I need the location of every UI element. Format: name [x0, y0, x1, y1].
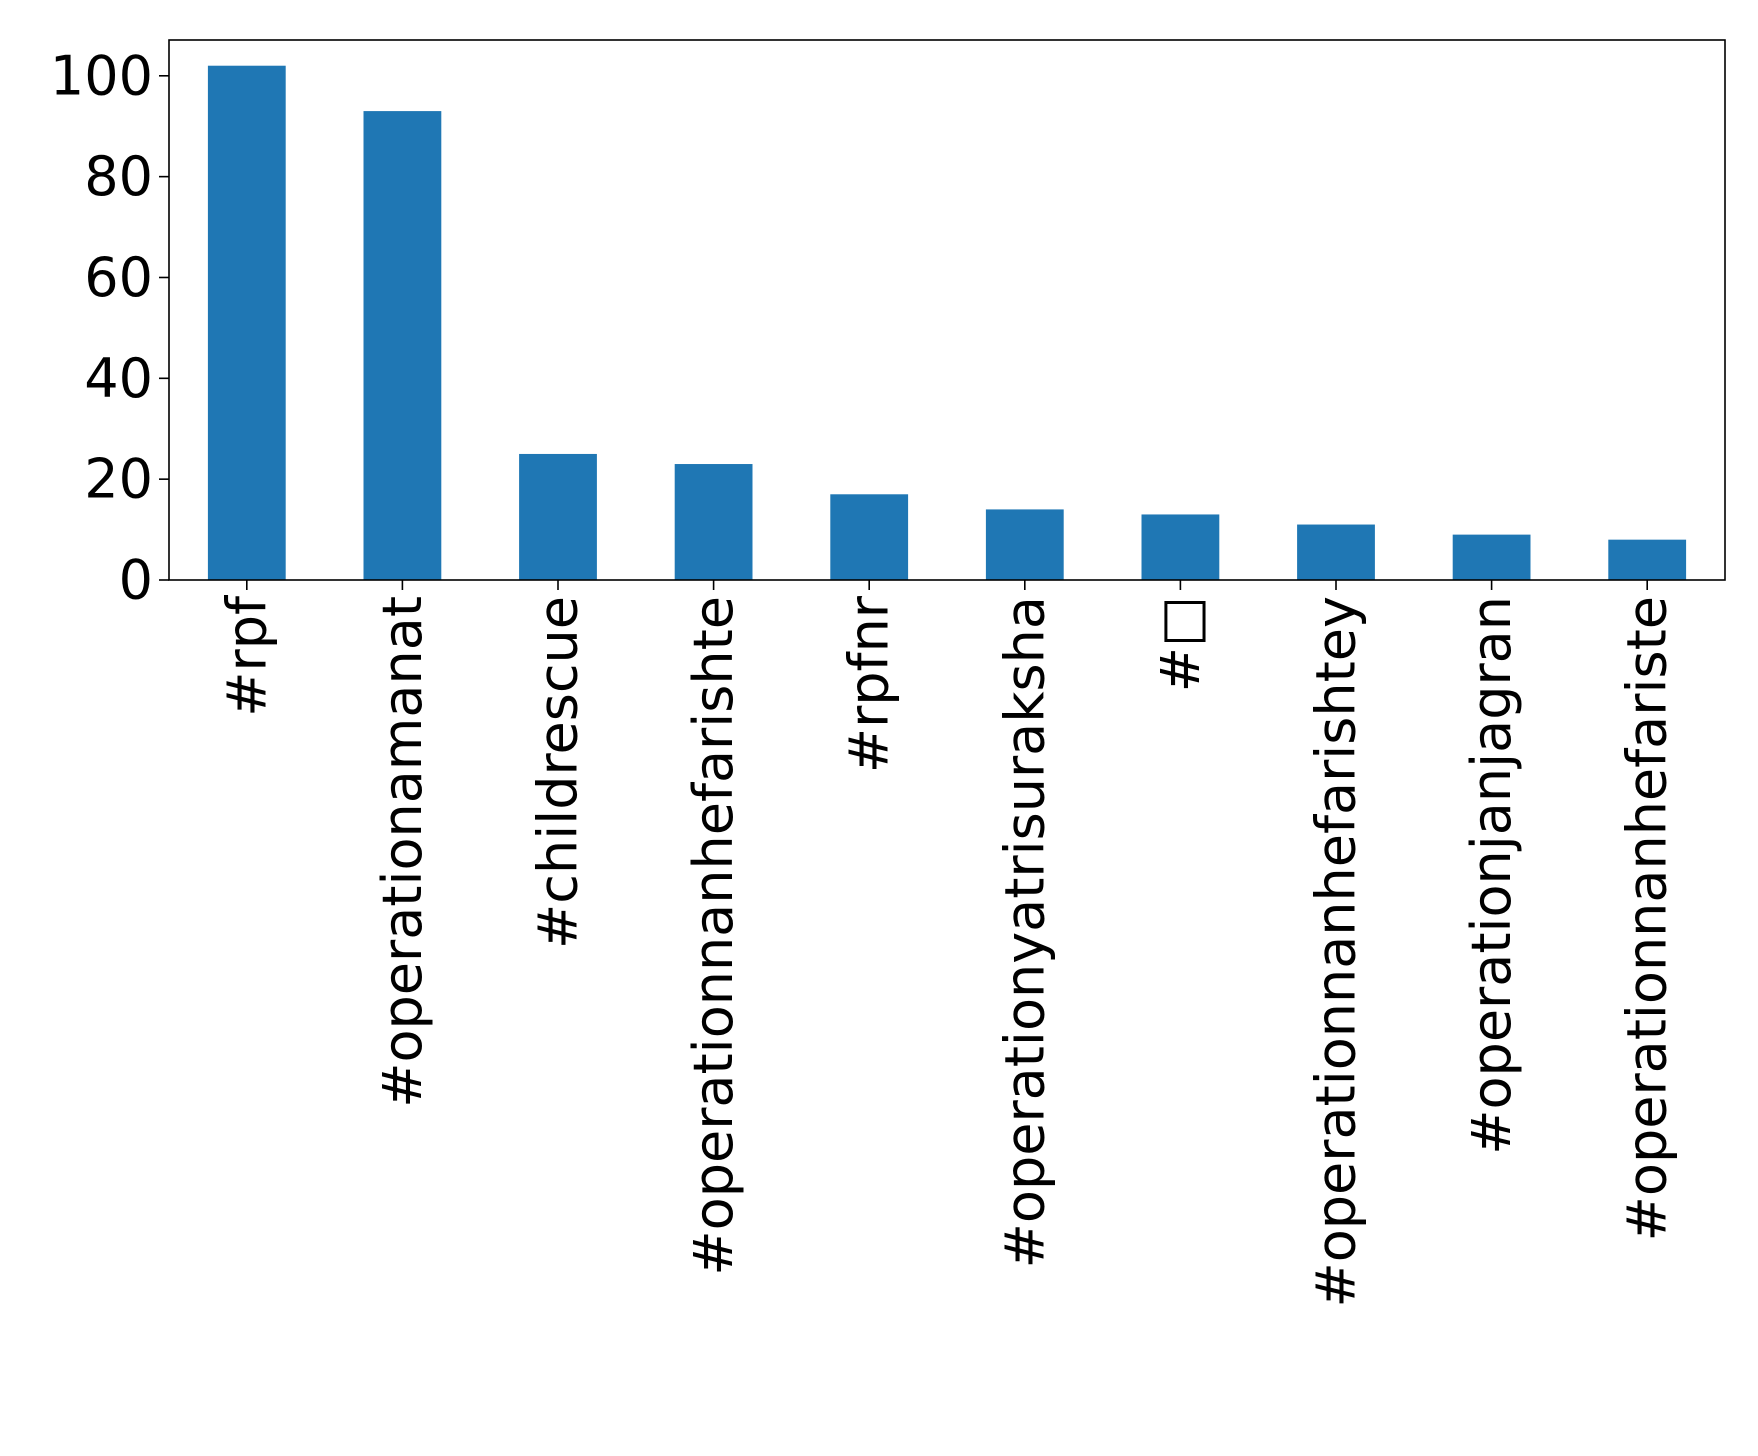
x-tick-label: #rpf: [215, 594, 278, 717]
bar-9: [1608, 539, 1687, 580]
x-tick-label: #operationyatrisuraksha: [993, 596, 1056, 1268]
bar-6: [1141, 514, 1220, 580]
y-tick-label: 0: [119, 549, 153, 612]
bar-3: [674, 464, 753, 580]
y-axis: 0 20 40 60 80 100: [50, 44, 169, 612]
x-axis: #rpf #operationamanat #childrescue #operati…: [215, 580, 1679, 1308]
x-tick-label: #operationamanat: [371, 596, 434, 1108]
x-tick-label: #childrescue: [527, 596, 590, 949]
bar-4: [830, 494, 909, 580]
bar-7: [1297, 524, 1375, 580]
bar-8: [1452, 534, 1531, 580]
bar-2: [519, 453, 597, 580]
y-tick-label: 100: [50, 44, 153, 107]
y-tick-label: 80: [84, 145, 153, 208]
bar-5: [985, 509, 1064, 580]
bar-1: [363, 111, 442, 580]
y-tick-label: 60: [84, 246, 153, 309]
x-tick-label: #operationnanhefarishte: [682, 596, 745, 1276]
bar-0: [207, 65, 286, 580]
bars-layer: [207, 65, 1687, 580]
x-tick-label: #□: [1149, 596, 1212, 692]
x-tick-label: #operationnanhefariste: [1616, 596, 1679, 1241]
x-tick-label: #operationnanhefarishtey: [1305, 596, 1368, 1308]
y-tick-label: 40: [84, 347, 153, 410]
plot-frame: [168, 39, 1726, 581]
x-tick-label: #operationjanjagran: [1460, 596, 1523, 1155]
y-tick-label: 20: [84, 448, 153, 511]
x-tick-label: #rpfnr: [838, 595, 901, 773]
